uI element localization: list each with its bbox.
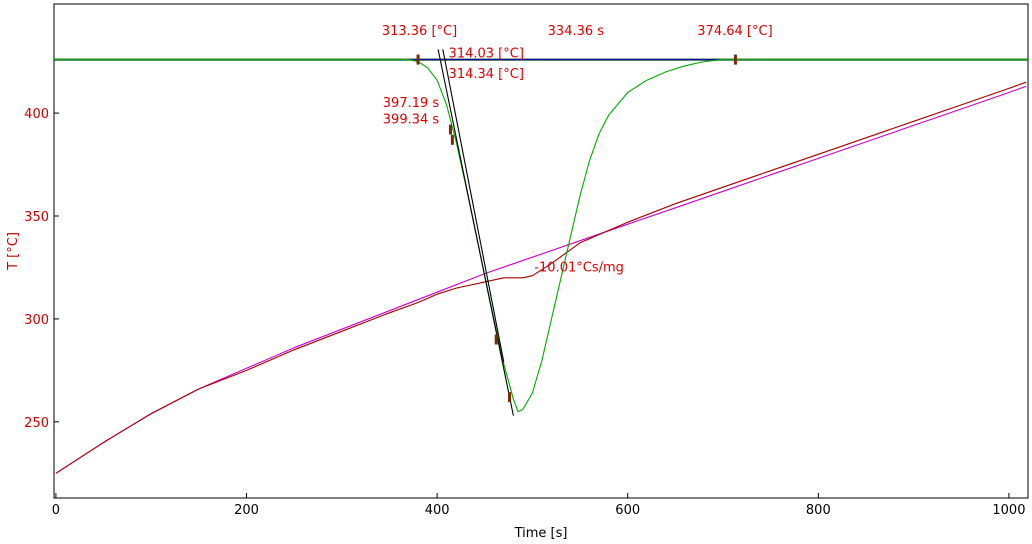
marker-2 [450,134,454,145]
marker-layer [416,54,737,403]
x-axis-title: Time [s] [514,526,568,541]
annotation-label: 314.34 [°C] [449,67,524,82]
y-tick-label: 250 [24,416,49,431]
series-layer [54,49,1028,474]
x-tick-label: 400 [425,503,450,518]
marker-3 [494,334,498,345]
plot-frame [53,3,1029,499]
series-line-4 [442,49,505,363]
series-line-2 [54,59,1028,413]
y-tick-label: 350 [24,210,49,225]
marker-1 [448,124,452,135]
annotation-label: 313.36 [°C] [382,24,457,39]
x-tick-label: 200 [234,503,259,518]
y-tick-label: 300 [24,313,49,328]
annotation-label: 399.34 s [383,112,440,127]
y-axis-title: T [°C] [6,232,21,271]
marker-0 [416,54,420,65]
series-line-0 [55,85,1027,474]
annotation-label: 334.36 s [548,24,605,39]
x-tick-label: 1000 [992,503,1025,518]
marker-5 [733,54,737,65]
annotation-label: 397.19 s [383,96,440,111]
y-ticks: 250 300 350 400 [24,107,59,431]
series-line-1 [55,81,1027,474]
annotation-label: 374.64 [°C] [697,24,772,39]
annotations: 313.36 [°C] 334.36 s 374.64 [°C] 314.03 [°C… [382,24,773,276]
y-tick-label: 400 [24,107,49,122]
x-tick-label: 800 [806,503,831,518]
series-line-3 [437,49,514,416]
marker-4 [508,392,512,403]
x-ticks: 0 200 400 600 800 1000 [52,493,1025,518]
annotation-label: 314.03 [°C] [449,47,524,62]
x-tick-label: 0 [52,503,60,518]
x-tick-label: 600 [615,503,640,518]
annotation-label: -10.01°Cs/mg [534,261,624,276]
